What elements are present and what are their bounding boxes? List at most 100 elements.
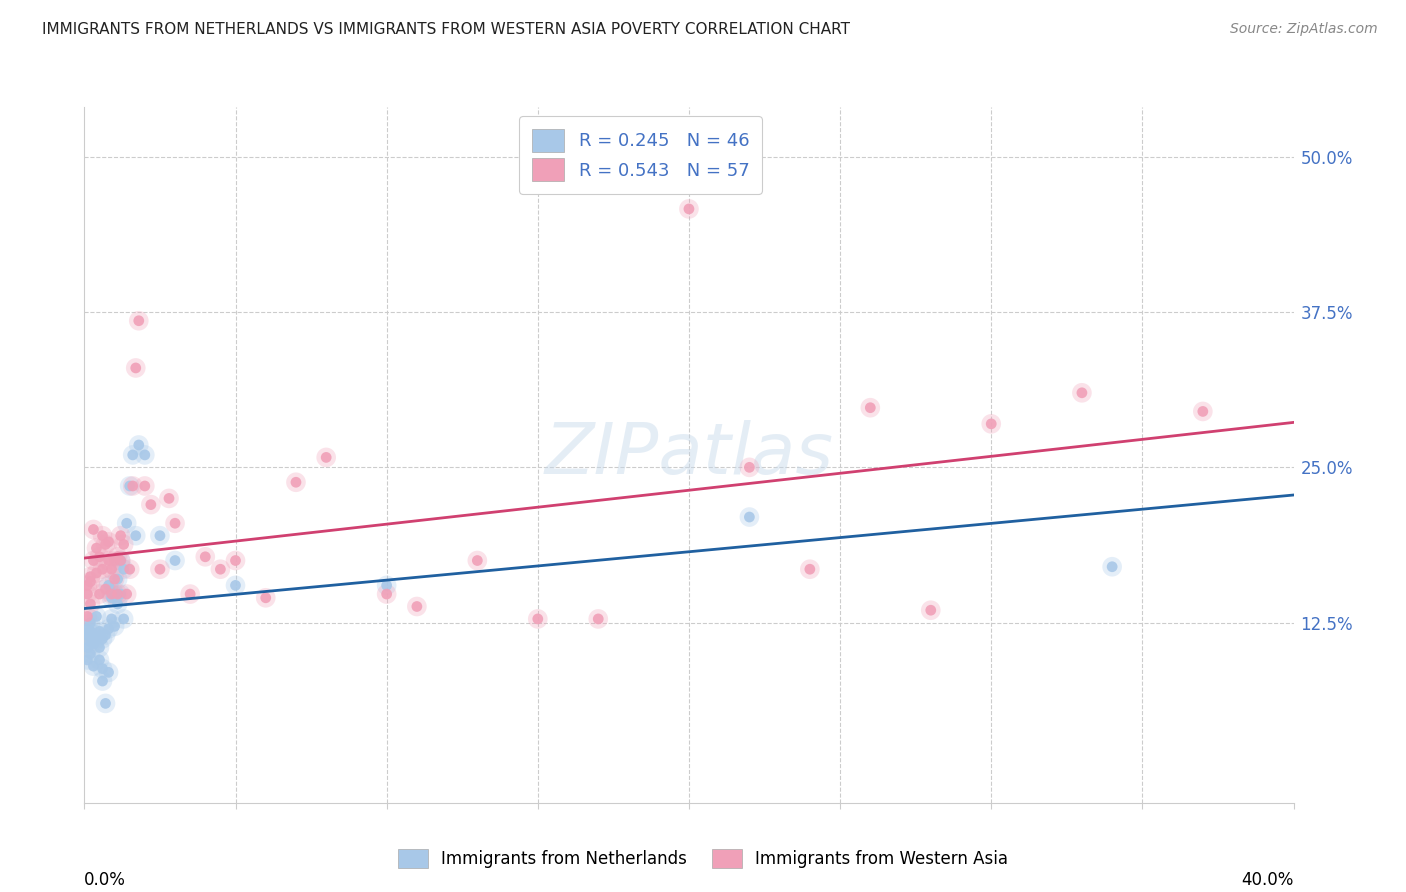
Point	[157, 491, 180, 506]
Point	[97, 665, 120, 680]
Point	[89, 549, 111, 564]
Point	[588, 612, 610, 626]
Point	[97, 534, 120, 549]
Point	[859, 401, 882, 415]
Point	[110, 553, 132, 567]
Point	[91, 662, 114, 676]
Point	[375, 587, 398, 601]
Point	[82, 637, 104, 651]
Point	[82, 637, 104, 651]
Point	[107, 549, 129, 564]
Point	[76, 640, 98, 655]
Point	[86, 632, 108, 646]
Point	[110, 553, 132, 567]
Point	[91, 674, 114, 689]
Point	[209, 562, 232, 576]
Point	[225, 578, 247, 592]
Point	[79, 570, 101, 584]
Point	[82, 523, 104, 537]
Point	[112, 537, 135, 551]
Point	[112, 562, 135, 576]
Point	[125, 529, 148, 543]
Point	[82, 628, 104, 642]
Point	[118, 562, 141, 576]
Point	[82, 553, 104, 567]
Point	[112, 537, 135, 551]
Point	[165, 516, 187, 531]
Point	[97, 553, 120, 567]
Point	[134, 479, 156, 493]
Point	[104, 572, 127, 586]
Point	[76, 587, 98, 601]
Point	[89, 653, 111, 667]
Point	[149, 562, 172, 576]
Point	[76, 578, 98, 592]
Point	[79, 624, 101, 639]
Point	[86, 609, 108, 624]
Point	[125, 361, 148, 376]
Point	[94, 582, 117, 596]
Point	[91, 529, 114, 543]
Point	[94, 537, 117, 551]
Point	[149, 529, 172, 543]
Point	[375, 578, 398, 592]
Point	[94, 697, 117, 711]
Point	[128, 438, 150, 452]
Point	[406, 599, 429, 614]
Point	[225, 553, 247, 567]
Point	[104, 553, 127, 567]
Point	[527, 612, 550, 626]
Point	[110, 529, 132, 543]
Point	[100, 587, 122, 601]
Point	[209, 562, 232, 576]
Point	[107, 549, 129, 564]
Point	[110, 587, 132, 601]
Text: IMMIGRANTS FROM NETHERLANDS VS IMMIGRANTS FROM WESTERN ASIA POVERTY CORRELATION : IMMIGRANTS FROM NETHERLANDS VS IMMIGRANT…	[42, 22, 851, 37]
Point	[107, 597, 129, 611]
Point	[76, 653, 98, 667]
Point	[94, 537, 117, 551]
Point	[76, 640, 98, 655]
Point	[79, 624, 101, 639]
Point	[89, 640, 111, 655]
Point	[107, 597, 129, 611]
Point	[97, 665, 120, 680]
Point	[134, 448, 156, 462]
Point	[118, 479, 141, 493]
Legend: R = 0.245   N = 46, R = 0.543   N = 57: R = 0.245 N = 46, R = 0.543 N = 57	[519, 116, 762, 194]
Point	[79, 647, 101, 661]
Legend: Immigrants from Netherlands, Immigrants from Western Asia: Immigrants from Netherlands, Immigrants …	[391, 842, 1015, 875]
Point	[115, 516, 138, 531]
Point	[112, 612, 135, 626]
Point	[121, 448, 143, 462]
Point	[678, 202, 700, 216]
Point	[97, 578, 120, 592]
Point	[79, 615, 101, 630]
Point	[194, 549, 217, 564]
Point	[89, 587, 111, 601]
Point	[1101, 559, 1123, 574]
Point	[82, 523, 104, 537]
Point	[82, 659, 104, 673]
Point	[285, 475, 308, 490]
Point	[86, 566, 108, 580]
Point	[89, 624, 111, 639]
Point	[121, 479, 143, 493]
Point	[406, 599, 429, 614]
Point	[100, 591, 122, 605]
Point	[1071, 385, 1094, 400]
Point	[179, 587, 201, 601]
Point	[104, 587, 127, 601]
Point	[89, 587, 111, 601]
Point	[254, 591, 277, 605]
Point	[375, 578, 398, 592]
Text: 0.0%: 0.0%	[84, 871, 127, 889]
Point	[1192, 404, 1215, 418]
Point	[89, 549, 111, 564]
Point	[375, 587, 398, 601]
Point	[799, 562, 821, 576]
Point	[165, 553, 187, 567]
Point	[112, 612, 135, 626]
Point	[100, 612, 122, 626]
Point	[1101, 559, 1123, 574]
